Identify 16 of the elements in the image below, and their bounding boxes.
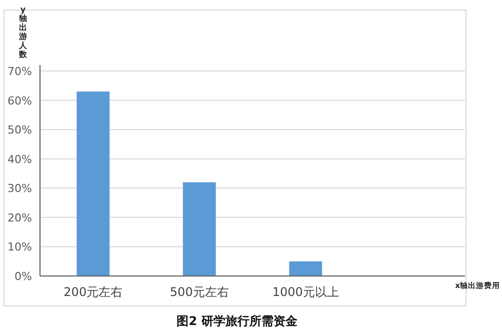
x-tick-label: 1000元以上 bbox=[272, 285, 339, 299]
y-tick-label: 30% bbox=[8, 182, 32, 196]
text: 图2 研学旅行所需资金 bbox=[176, 314, 298, 328]
y-tick-label: 40% bbox=[8, 152, 32, 166]
y-tick-label: 0% bbox=[14, 270, 32, 283]
x-tick-label: 200元左右 bbox=[64, 285, 123, 299]
y-axis-title: y轴出游人数 bbox=[18, 5, 28, 59]
y-tick-label: 70% bbox=[8, 65, 32, 78]
bar bbox=[76, 92, 110, 276]
x-tick-label: 500元左右 bbox=[170, 285, 229, 299]
bar bbox=[182, 182, 216, 276]
y-tick-label: 60% bbox=[8, 94, 32, 108]
y-tick-label: 50% bbox=[8, 124, 32, 137]
y-tick-label: 20% bbox=[8, 211, 32, 224]
bar bbox=[289, 261, 322, 276]
y-tick-label: 10% bbox=[8, 240, 32, 254]
